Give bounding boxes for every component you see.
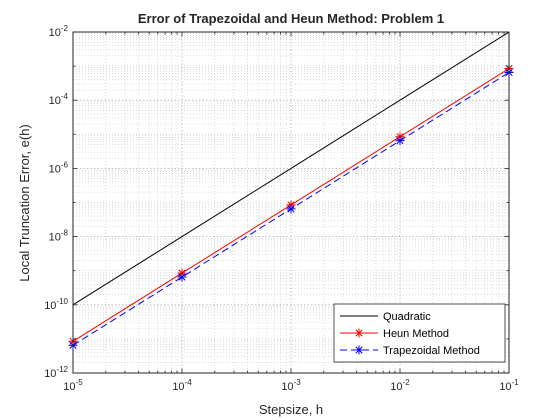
tick-base: 10	[390, 381, 402, 393]
tick-exponent: -5	[76, 378, 84, 387]
y-axis-label: Local Truncation Error, e(h)	[17, 124, 32, 282]
x-tick-labels: 10-5 10-4 10-3 10-2 10-1	[63, 378, 519, 393]
legend: Quadratic Heun Method Trapezoidal Method	[333, 303, 506, 363]
tick-exponent: -4	[61, 92, 69, 101]
tick-base: 10	[63, 381, 75, 393]
y-tick-label: 10-10	[44, 297, 68, 312]
tick-exponent: -3	[294, 378, 302, 387]
legend-label: Heun Method	[383, 328, 449, 340]
x-tick-label: 10-1	[499, 378, 519, 393]
y-tick-label: 10-6	[49, 160, 69, 175]
tick-base: 10	[49, 232, 61, 244]
series-2-point	[395, 136, 405, 146]
tick-base: 10	[49, 27, 61, 39]
legend-label: Trapezoidal Method	[383, 345, 480, 357]
tick-base: 10	[49, 95, 61, 107]
chart-title: Error of Trapezoidal and Heun Method: Pr…	[138, 11, 444, 26]
tick-exponent: -1	[512, 378, 520, 387]
tick-base: 10	[44, 368, 56, 380]
tick-exponent: -12	[56, 365, 68, 374]
tick-base: 10	[281, 381, 293, 393]
series-2-point	[177, 272, 187, 282]
x-tick-label: 10-4	[172, 378, 192, 393]
x-tick-label: 10-5	[63, 378, 83, 393]
tick-exponent: -8	[61, 229, 69, 238]
legend-marker	[354, 328, 364, 338]
tick-exponent: -2	[61, 24, 69, 33]
tick-base: 10	[172, 381, 184, 393]
tick-exponent: -6	[61, 160, 69, 169]
tick-base: 10	[44, 300, 56, 312]
x-tick-label: 10-3	[281, 378, 301, 393]
tick-base: 10	[49, 163, 61, 175]
y-tick-label: 10-2	[49, 24, 69, 39]
tick-base: 10	[499, 381, 511, 393]
tick-exponent: -2	[403, 378, 411, 387]
x-axis-label: Stepsize, h	[259, 402, 323, 417]
series-2-point	[286, 204, 296, 214]
axis-ticks	[72, 31, 510, 374]
x-tick-label: 10-2	[390, 378, 410, 393]
series-line-0	[72, 31, 510, 306]
y-tick-label: 10-12	[44, 365, 68, 380]
tick-exponent: -4	[185, 378, 193, 387]
tick-exponent: -10	[56, 297, 68, 306]
legend-label: Quadratic	[383, 311, 431, 323]
legend-marker	[354, 345, 364, 355]
y-tick-label: 10-4	[49, 92, 69, 107]
y-tick-label: 10-8	[49, 229, 69, 244]
